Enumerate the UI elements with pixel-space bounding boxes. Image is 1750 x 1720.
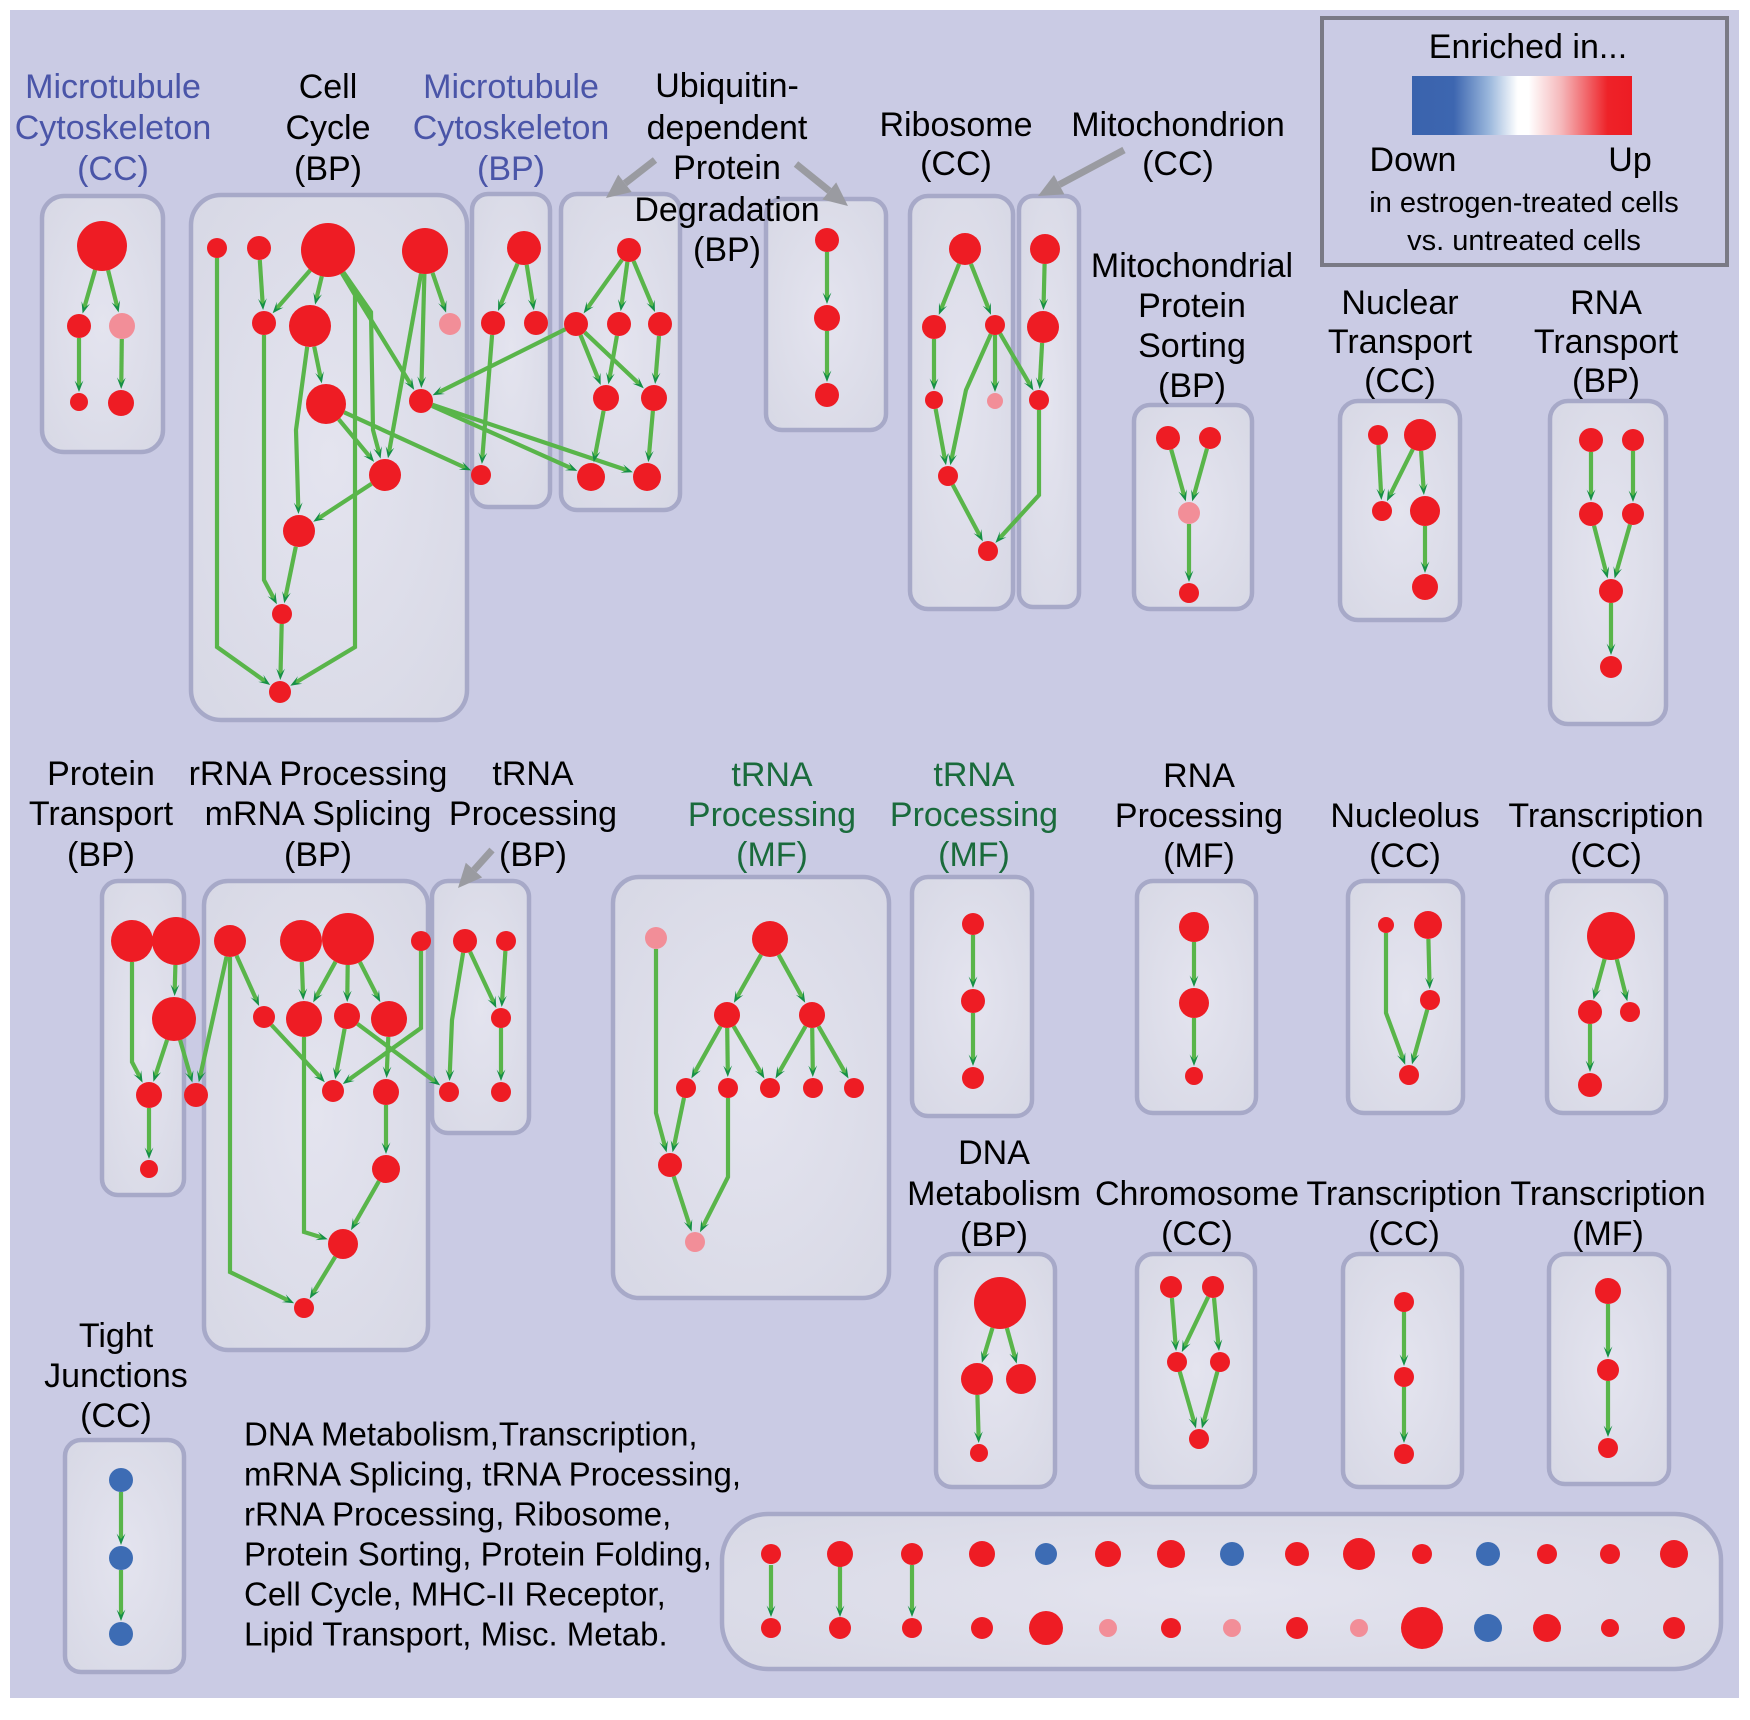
svg-text:Lipid Transport, Misc. Metab.: Lipid Transport, Misc. Metab. xyxy=(244,1616,668,1653)
svg-text:(BP): (BP) xyxy=(693,231,761,269)
svg-text:tRNA: tRNA xyxy=(731,756,813,794)
svg-text:Mitochondrion: Mitochondrion xyxy=(1071,106,1285,144)
svg-text:Ribosome: Ribosome xyxy=(879,106,1032,144)
svg-text:Cycle: Cycle xyxy=(285,109,370,147)
svg-text:DNA: DNA xyxy=(958,1134,1030,1172)
svg-text:Protein: Protein xyxy=(673,149,781,187)
svg-text:Processing: Processing xyxy=(890,796,1058,834)
svg-text:Microtubule: Microtubule xyxy=(25,68,201,106)
svg-text:(CC): (CC) xyxy=(77,150,149,188)
svg-text:Transcription: Transcription xyxy=(1306,1175,1501,1213)
svg-text:(MF): (MF) xyxy=(1163,837,1235,875)
svg-text:rRNA Processing: rRNA Processing xyxy=(189,755,448,793)
svg-text:Chromosome: Chromosome xyxy=(1095,1175,1299,1213)
svg-text:(CC): (CC) xyxy=(1369,837,1441,875)
svg-text:Cytoskeleton: Cytoskeleton xyxy=(413,109,610,147)
svg-text:(CC): (CC) xyxy=(1142,145,1214,183)
svg-text:(CC): (CC) xyxy=(1161,1215,1233,1253)
svg-text:Ubiquitin-: Ubiquitin- xyxy=(655,67,799,105)
svg-text:Microtubule: Microtubule xyxy=(423,68,599,106)
svg-text:mRNA Splicing: mRNA Splicing xyxy=(205,795,432,833)
svg-text:Nuclear: Nuclear xyxy=(1341,284,1458,322)
svg-text:Transport: Transport xyxy=(1534,323,1679,361)
svg-text:RNA: RNA xyxy=(1570,284,1642,322)
svg-text:RNA: RNA xyxy=(1163,757,1235,795)
svg-text:rRNA Processing, Ribosome,: rRNA Processing, Ribosome, xyxy=(244,1496,671,1533)
svg-text:Nucleolus: Nucleolus xyxy=(1330,797,1479,835)
svg-text:Transcription: Transcription xyxy=(1508,797,1703,835)
svg-text:mRNA Splicing, tRNA Processing: mRNA Splicing, tRNA Processing, xyxy=(244,1456,741,1493)
svg-text:tRNA: tRNA xyxy=(492,755,574,793)
svg-text:vs. untreated cells: vs. untreated cells xyxy=(1407,225,1641,257)
svg-text:Protein: Protein xyxy=(47,755,155,793)
svg-text:Transport: Transport xyxy=(1328,323,1473,361)
svg-text:Cell Cycle, MHC-II Receptor,: Cell Cycle, MHC-II Receptor, xyxy=(244,1576,666,1613)
svg-text:(CC): (CC) xyxy=(80,1397,152,1435)
svg-text:(MF): (MF) xyxy=(736,836,808,874)
svg-text:Processing: Processing xyxy=(688,796,856,834)
svg-text:(BP): (BP) xyxy=(477,150,545,188)
svg-text:Cytoskeleton: Cytoskeleton xyxy=(15,109,212,147)
svg-text:Transport: Transport xyxy=(29,795,174,833)
svg-text:Cell: Cell xyxy=(299,68,358,106)
svg-text:Processing: Processing xyxy=(1115,797,1283,835)
svg-text:Sorting: Sorting xyxy=(1138,327,1246,365)
svg-text:(MF): (MF) xyxy=(1572,1215,1644,1253)
svg-text:tRNA: tRNA xyxy=(933,756,1015,794)
svg-text:Metabolism: Metabolism xyxy=(907,1175,1081,1213)
svg-text:(BP): (BP) xyxy=(67,836,135,874)
svg-text:(CC): (CC) xyxy=(1570,837,1642,875)
svg-text:Up: Up xyxy=(1608,141,1651,179)
svg-text:(CC): (CC) xyxy=(1368,1215,1440,1253)
svg-text:(BP): (BP) xyxy=(294,150,362,188)
svg-text:Down: Down xyxy=(1370,141,1457,179)
svg-text:in estrogen-treated cells: in estrogen-treated cells xyxy=(1369,187,1679,219)
svg-text:Degradation: Degradation xyxy=(634,191,819,229)
svg-text:Enriched in...: Enriched in... xyxy=(1429,28,1627,66)
svg-text:Processing: Processing xyxy=(449,795,617,833)
svg-text:dependent: dependent xyxy=(647,109,808,147)
svg-text:(BP): (BP) xyxy=(499,836,567,874)
svg-text:(CC): (CC) xyxy=(920,145,992,183)
svg-text:Mitochondrial: Mitochondrial xyxy=(1091,247,1293,285)
svg-text:(CC): (CC) xyxy=(1364,362,1436,400)
svg-text:Tight: Tight xyxy=(79,1317,154,1355)
svg-text:Protein Sorting, Protein Foldi: Protein Sorting, Protein Folding, xyxy=(244,1536,712,1573)
svg-text:Protein: Protein xyxy=(1138,287,1246,325)
svg-text:DNA Metabolism,Transcription,: DNA Metabolism,Transcription, xyxy=(244,1416,698,1453)
svg-text:(MF): (MF) xyxy=(938,836,1010,874)
svg-text:(BP): (BP) xyxy=(284,836,352,874)
svg-text:(BP): (BP) xyxy=(1572,362,1640,400)
svg-text:Transcription: Transcription xyxy=(1510,1175,1705,1213)
svg-text:Junctions: Junctions xyxy=(44,1357,188,1395)
svg-text:(BP): (BP) xyxy=(960,1216,1028,1254)
svg-text:(BP): (BP) xyxy=(1158,367,1226,405)
